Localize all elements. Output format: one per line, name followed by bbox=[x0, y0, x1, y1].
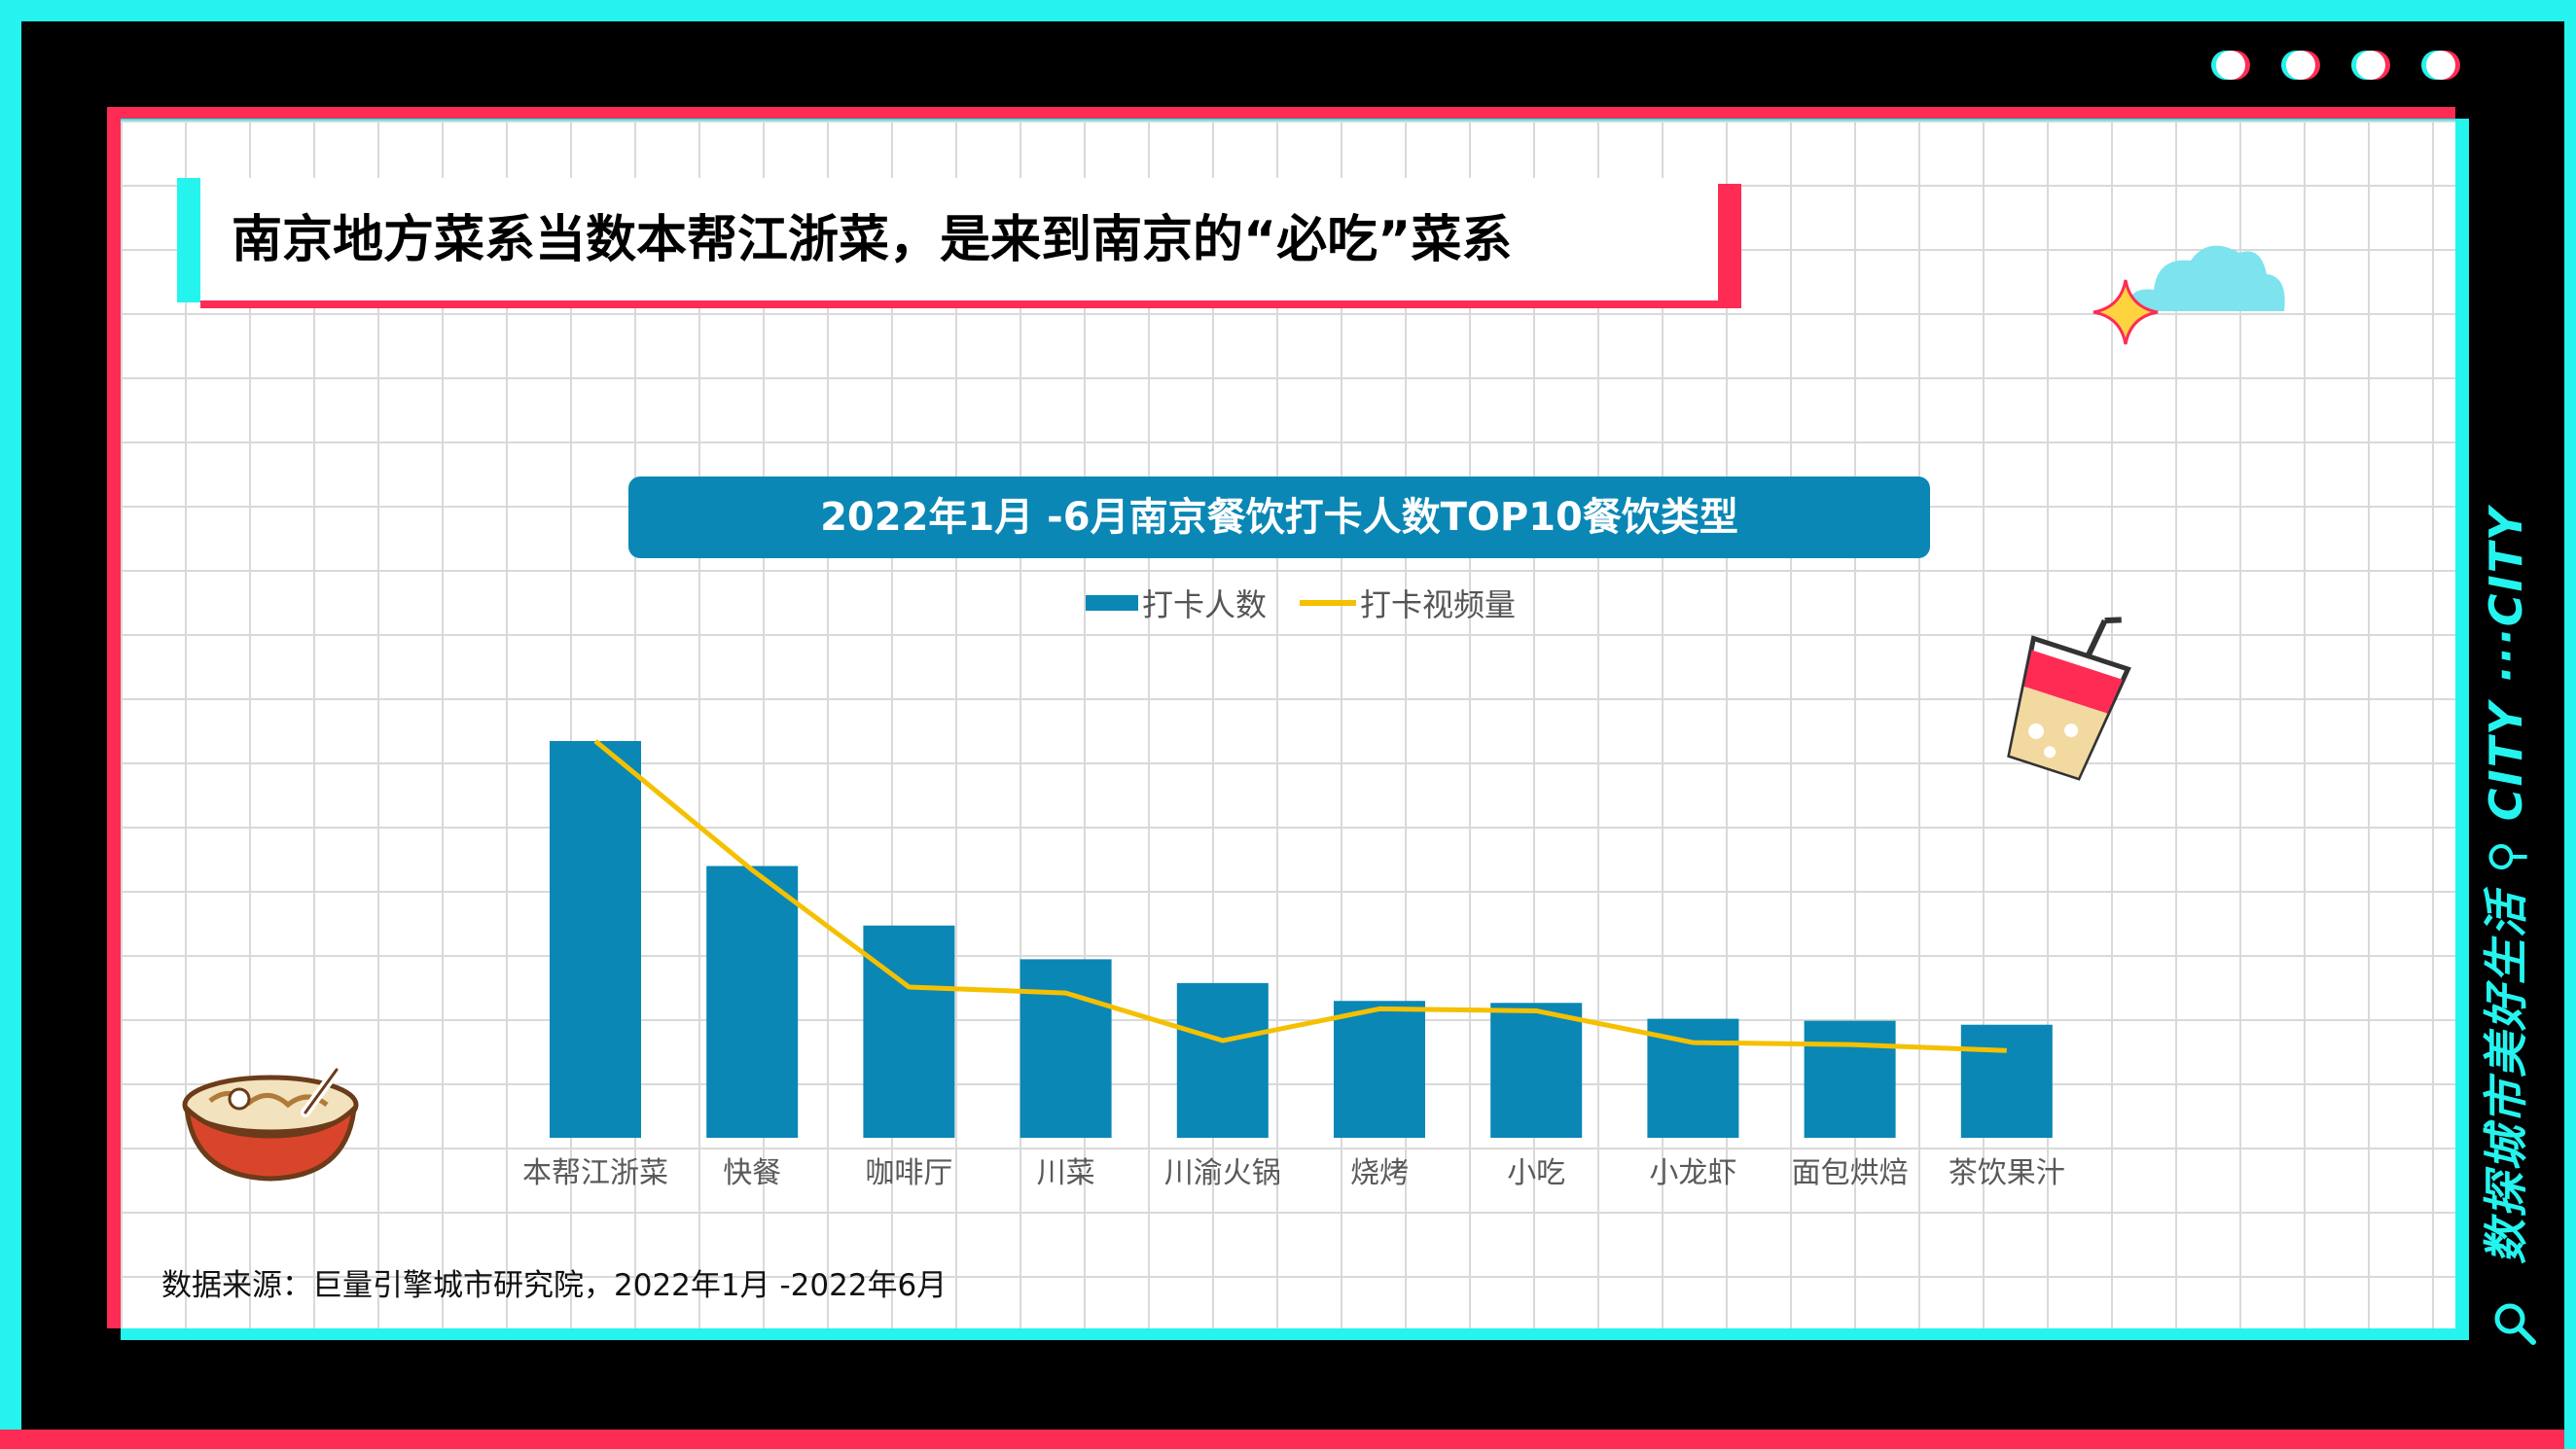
dot-icon bbox=[2216, 51, 2245, 80]
bar-9 bbox=[1804, 1020, 1896, 1138]
legend-swatch-line bbox=[1300, 600, 1357, 606]
x-tick-label: 茶饮果汁 bbox=[1949, 1156, 2065, 1190]
chart-title: 2022年1月 -6月南京餐饮打卡人数TOP10餐饮类型 bbox=[820, 495, 1738, 540]
bar-7 bbox=[1490, 1003, 1583, 1138]
x-tick-label: 川菜 bbox=[1037, 1156, 1095, 1190]
x-tick-label: 小吃 bbox=[1507, 1156, 1565, 1190]
drink-cup-icon bbox=[2007, 617, 2131, 781]
bar-2 bbox=[706, 866, 799, 1138]
legend-swatch-bar bbox=[1086, 595, 1138, 611]
chart-legend: 打卡人数 打卡视频量 bbox=[1086, 582, 1516, 624]
bar-3 bbox=[863, 925, 955, 1138]
frame-left-edge bbox=[0, 0, 21, 1449]
bar-4 bbox=[1020, 959, 1112, 1138]
legend-label-line: 打卡视频量 bbox=[1360, 586, 1517, 623]
noodle-bowl-icon bbox=[182, 1065, 359, 1182]
bar-10 bbox=[1960, 1024, 2053, 1138]
dot-icon bbox=[2286, 51, 2315, 80]
cloud-icon bbox=[2128, 245, 2285, 311]
bar-6 bbox=[1334, 1001, 1425, 1138]
x-tick-label: 烧烤 bbox=[1350, 1156, 1409, 1190]
magnifier-icon bbox=[2494, 1303, 2536, 1345]
page-title: 南京地方菜系当数本帮江浙菜，是来到南京的“必吃”菜系 bbox=[232, 211, 1513, 269]
bar-5 bbox=[1176, 982, 1269, 1138]
x-tick-label: 小龙虾 bbox=[1649, 1156, 1736, 1190]
sparkle-icon bbox=[2093, 279, 2159, 345]
video-count-line bbox=[593, 739, 2007, 1053]
dot-icon bbox=[2426, 51, 2455, 80]
title-box bbox=[200, 178, 1718, 300]
legend-label-bar: 打卡人数 bbox=[1142, 586, 1268, 623]
bar-1 bbox=[550, 741, 641, 1138]
x-tick-label: 咖啡厅 bbox=[865, 1156, 952, 1190]
frame-bottom-edge bbox=[0, 1430, 2576, 1449]
dot-icon bbox=[2356, 51, 2385, 80]
data-source-note: 数据来源：巨量引擎城市研究院，2022年1月 -2022年6月 bbox=[161, 1268, 948, 1303]
frame-right-edge bbox=[2564, 0, 2576, 1449]
x-tick-label: 川渝火锅 bbox=[1164, 1156, 1281, 1190]
x-tick-label: 本帮江浙菜 bbox=[522, 1156, 668, 1190]
chart-title-banner bbox=[628, 477, 1930, 558]
side-banner-text: 数探城市美好生活 ⚲ CITY ···CITY bbox=[2480, 506, 2532, 1264]
x-tick-label: 快餐 bbox=[723, 1156, 781, 1190]
frame-top-edge bbox=[0, 0, 2576, 21]
x-tick-label: 面包烘焙 bbox=[1792, 1156, 1909, 1190]
